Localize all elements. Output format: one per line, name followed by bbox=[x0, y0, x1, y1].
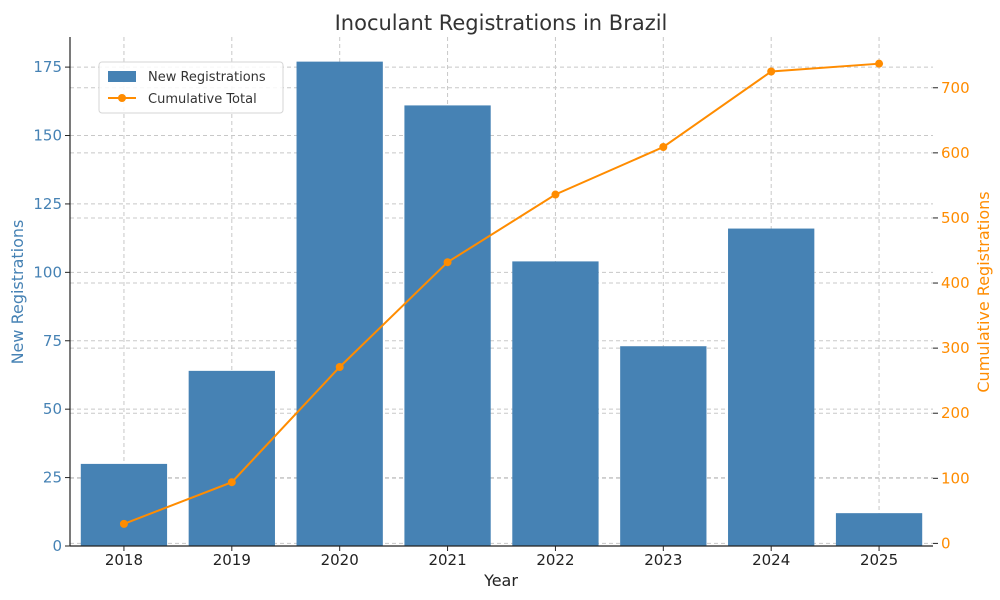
bar-2023 bbox=[620, 346, 707, 546]
line-series bbox=[119, 59, 884, 528]
bar-2019 bbox=[188, 370, 275, 546]
legend-swatch-marker bbox=[118, 94, 126, 102]
tick-label-x-2025: 2025 bbox=[860, 551, 898, 569]
tick-label-x-2024: 2024 bbox=[752, 551, 790, 569]
bar-2024 bbox=[728, 228, 815, 546]
axes: 0 25 50 75 100 125 150 175 0 100 200 300 400 500 600 70… bbox=[33, 37, 970, 569]
bar-2025 bbox=[835, 513, 923, 546]
y-axis-label-right: Cumulative Registrations bbox=[974, 191, 993, 392]
tick-label-left-75: 75 bbox=[43, 332, 62, 350]
tick-label-right-0: 0 bbox=[941, 534, 951, 552]
tick-label-right-400: 400 bbox=[941, 274, 970, 292]
tick-label-right-200: 200 bbox=[941, 404, 970, 422]
bar-2020 bbox=[296, 61, 383, 547]
point-2025 bbox=[875, 59, 884, 68]
tick-label-right-300: 300 bbox=[941, 339, 970, 357]
point-2021 bbox=[443, 258, 452, 267]
point-2024 bbox=[767, 67, 776, 76]
bar-2018 bbox=[80, 463, 168, 546]
tick-label-left-0: 0 bbox=[52, 537, 62, 555]
point-2018 bbox=[119, 519, 128, 528]
tick-label-left-25: 25 bbox=[43, 469, 62, 487]
tick-label-right-600: 600 bbox=[941, 144, 970, 162]
tick-label-x-2018: 2018 bbox=[105, 551, 143, 569]
tick-label-right-700: 700 bbox=[941, 79, 970, 97]
x-axis-label: Year bbox=[483, 571, 518, 590]
tick-label-x-2021: 2021 bbox=[428, 551, 466, 569]
tick-label-x-2020: 2020 bbox=[321, 551, 359, 569]
tick-label-left-175: 175 bbox=[33, 58, 62, 76]
legend: New Registrations Cumulative Total bbox=[98, 61, 284, 114]
tick-label-x-2023: 2023 bbox=[644, 551, 682, 569]
tick-label-left-150: 150 bbox=[33, 127, 62, 145]
tick-label-left-100: 100 bbox=[33, 263, 62, 281]
bar-2022 bbox=[512, 261, 599, 546]
cumulative-line bbox=[123, 62, 880, 525]
point-2019 bbox=[227, 478, 236, 487]
point-2020 bbox=[335, 363, 344, 372]
y-axis-label-left: New Registrations bbox=[8, 220, 27, 365]
tick-label-left-125: 125 bbox=[33, 195, 62, 213]
legend-box bbox=[98, 61, 284, 114]
legend-label-cumulative-total: Cumulative Total bbox=[148, 92, 257, 107]
legend-label-new-registrations: New Registrations bbox=[148, 70, 266, 85]
bar-2021 bbox=[404, 105, 491, 547]
point-2022 bbox=[551, 190, 560, 199]
tick-label-left-50: 50 bbox=[43, 400, 62, 418]
bar-series bbox=[80, 61, 923, 547]
tick-label-right-100: 100 bbox=[941, 469, 970, 487]
tick-label-right-500: 500 bbox=[941, 209, 970, 227]
tick-label-x-2019: 2019 bbox=[213, 551, 251, 569]
point-2023 bbox=[659, 143, 668, 152]
legend-swatch-bar bbox=[108, 71, 136, 82]
tick-label-x-2022: 2022 bbox=[536, 551, 574, 569]
chart-title: Inoculant Registrations in Brazil bbox=[335, 11, 668, 35]
